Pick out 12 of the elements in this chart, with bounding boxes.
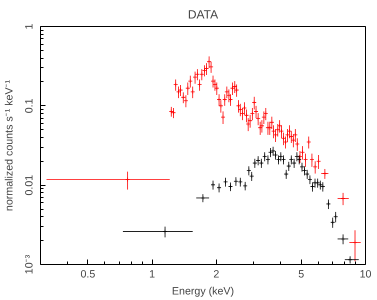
chart-title: DATA (188, 8, 218, 22)
x-tick-label: 0.5 (80, 268, 96, 280)
y-tick-label: 1 (24, 23, 36, 30)
y-tick-label: 0.01 (24, 174, 36, 196)
y-tick-label: 0.1 (24, 98, 36, 114)
y-axis-title: normalized counts s⁻¹ keV⁻¹ (4, 79, 16, 212)
x-tick-label: 10 (360, 268, 372, 280)
y-tick-label: 10⁻³ (24, 254, 36, 274)
x-tick-label: 1 (149, 268, 156, 280)
x-axis-title: Energy (keV) (172, 286, 234, 298)
x-tick-label: 2 (213, 268, 220, 280)
x-tick-label: 5 (298, 268, 304, 280)
